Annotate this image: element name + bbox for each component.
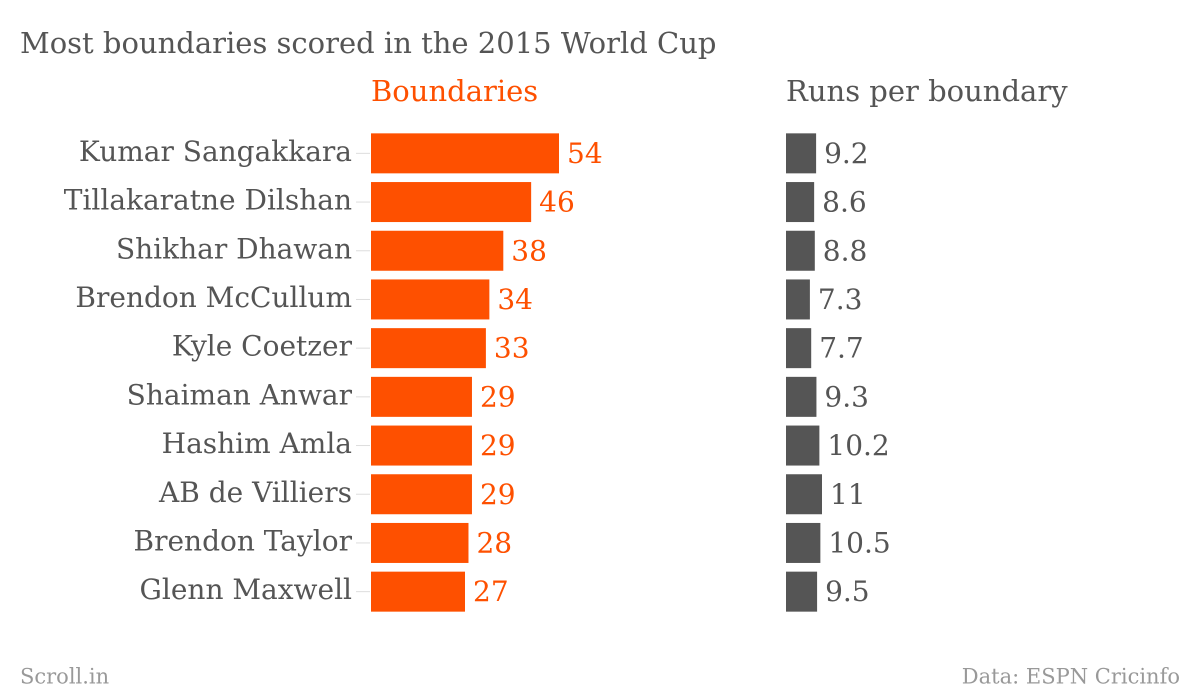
value-label: 8.6: [822, 186, 867, 219]
bar: [786, 230, 815, 271]
value-label: 29: [480, 429, 516, 462]
value-label: 28: [476, 526, 512, 559]
category-label: Shaiman Anwar: [127, 378, 353, 411]
bar: [786, 279, 810, 320]
category-label: Glenn Maxwell: [140, 573, 353, 606]
value-label: 8.8: [823, 234, 868, 267]
bar: [371, 425, 472, 466]
bar: [371, 474, 472, 515]
bar: [371, 182, 532, 223]
category-label: Brendon McCullum: [75, 281, 352, 314]
category-label: Kumar Sangakkara: [79, 135, 352, 168]
value-label: 38: [511, 234, 547, 267]
value-label: 9.2: [824, 137, 869, 170]
bar: [371, 230, 504, 271]
series-header: Runs per boundary: [786, 74, 1068, 108]
value-label: 9.3: [824, 380, 869, 413]
chart-title: Most boundaries scored in the 2015 World…: [20, 26, 716, 60]
value-label: 33: [494, 332, 530, 365]
bar: [786, 182, 815, 223]
bar: [371, 376, 472, 417]
source: Data: ESPN Cricinfo: [962, 665, 1180, 689]
category-label: Tillakaratne Dilshan: [64, 184, 352, 217]
value-label: 54: [567, 137, 603, 170]
bar: [786, 474, 822, 515]
bar: [786, 133, 817, 174]
bar: [371, 328, 486, 369]
category-label: Shikhar Dhawan: [116, 232, 352, 265]
value-label: 46: [539, 186, 575, 219]
value-label: 27: [473, 575, 509, 608]
bar: [786, 522, 821, 563]
value-label: 34: [497, 283, 533, 316]
category-label: Hashim Amla: [162, 427, 352, 460]
bar: [786, 571, 818, 612]
bar: [371, 571, 465, 612]
value-label: 7.3: [818, 283, 863, 316]
value-label: 10.2: [827, 429, 889, 462]
bar: [786, 376, 817, 417]
value-label: 11: [830, 478, 866, 511]
bar: [371, 522, 469, 563]
value-label: 10.5: [828, 526, 890, 559]
category-label: Brendon Taylor: [134, 524, 353, 557]
value-label: 9.5: [825, 575, 870, 608]
bar: [371, 133, 559, 174]
bar: [786, 425, 820, 466]
value-label: 29: [480, 478, 516, 511]
value-label: 7.7: [819, 332, 864, 365]
bar: [371, 279, 490, 320]
credit: Scroll.in: [20, 665, 109, 689]
category-label: Kyle Coetzer: [172, 330, 353, 363]
value-label: 29: [480, 380, 516, 413]
bar: [786, 328, 812, 369]
series-header: Boundaries: [371, 74, 538, 108]
category-label: AB de Villiers: [158, 476, 352, 509]
